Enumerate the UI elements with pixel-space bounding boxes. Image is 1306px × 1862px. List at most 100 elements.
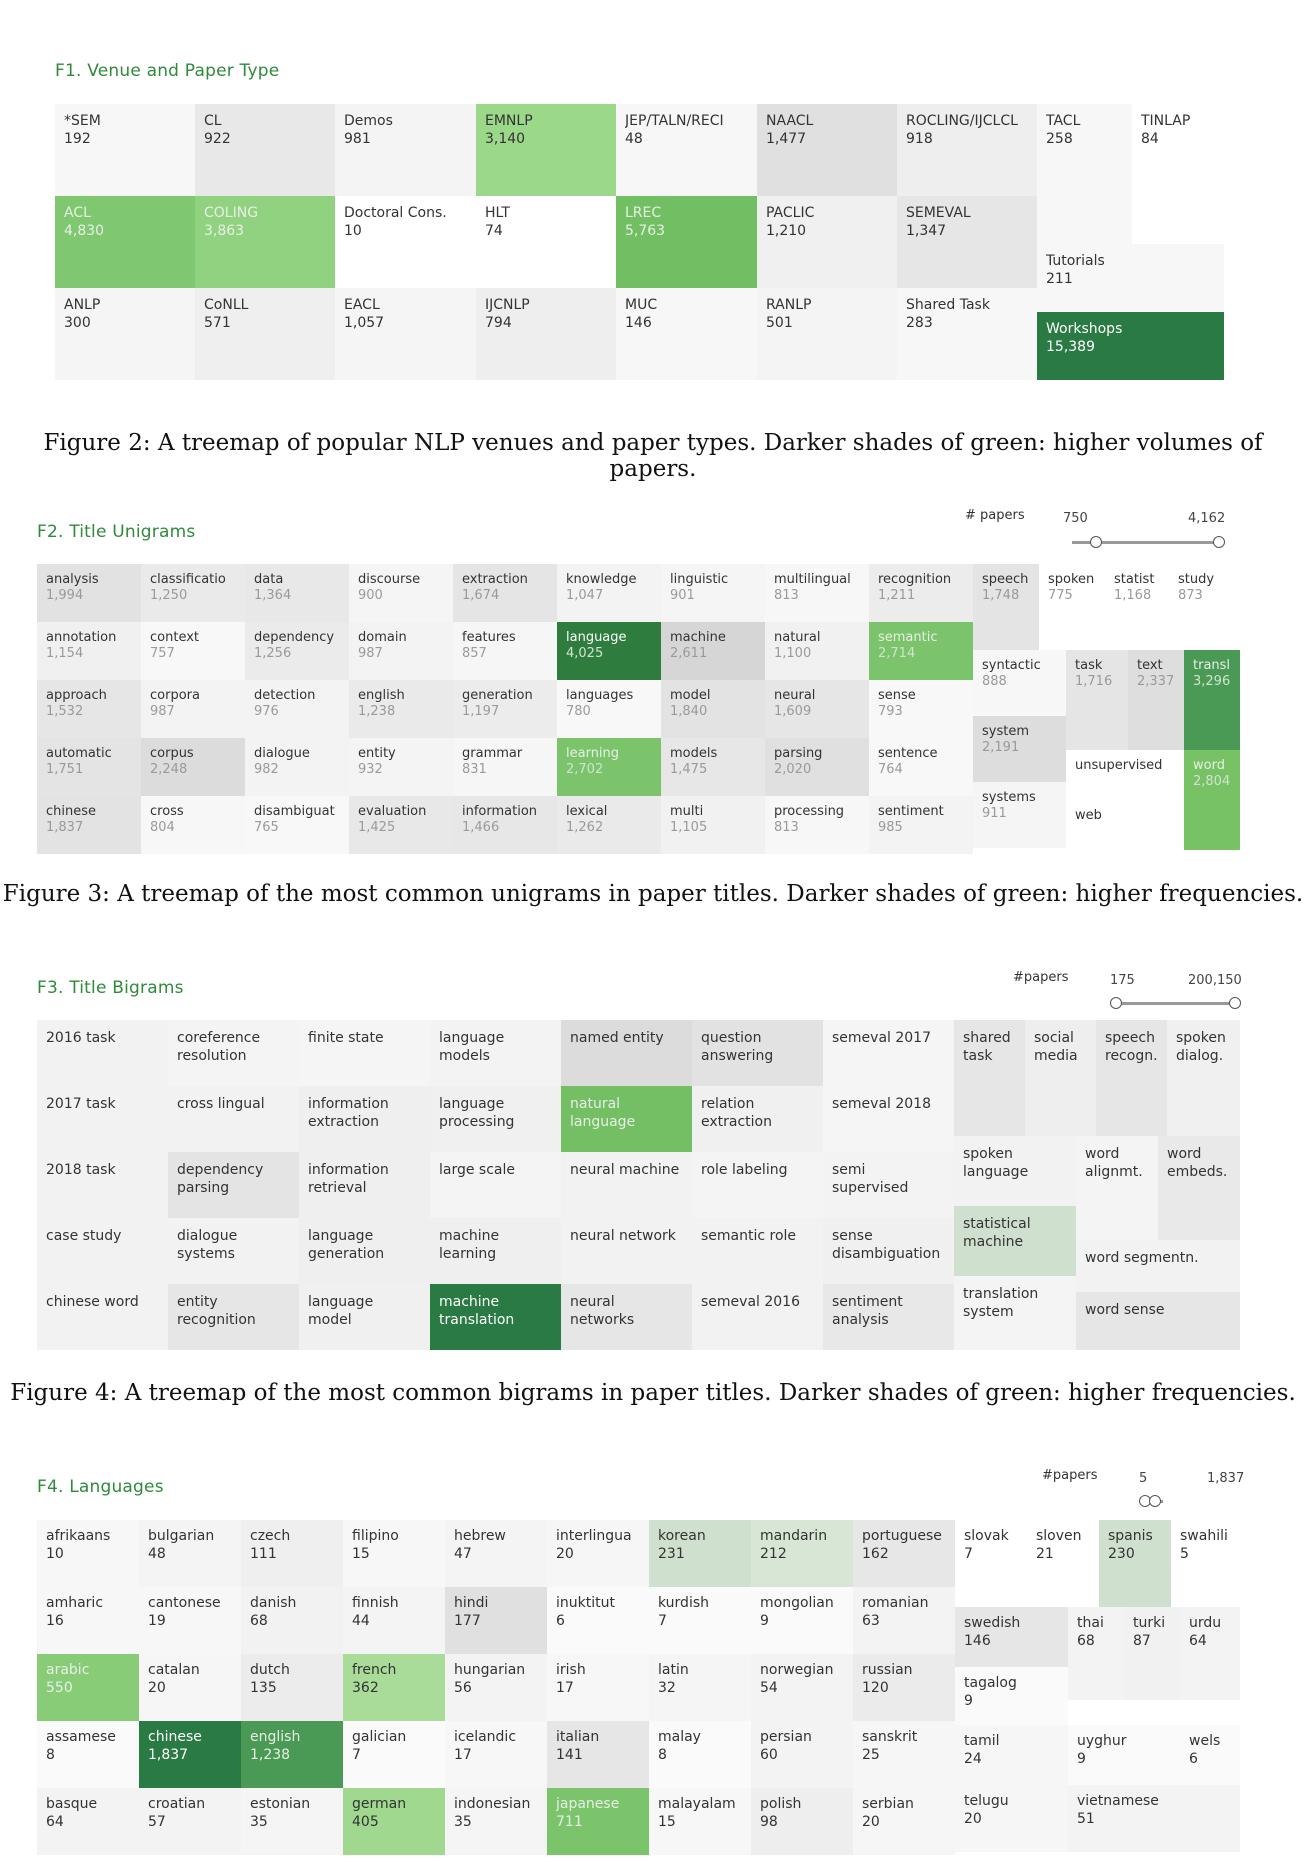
treemap-cell-spanis[interactable]: spanis 230 xyxy=(1099,1520,1171,1607)
treemap-cell-relation-extraction[interactable]: relation extraction xyxy=(692,1086,823,1152)
treemap-cell-spoken-dialog[interactable]: spoken dialog. xyxy=(1167,1020,1240,1136)
treemap-cell-semantic[interactable]: semantic 2,714 xyxy=(869,622,973,680)
treemap-cell-web[interactable]: web xyxy=(1066,800,1184,850)
treemap-cell-speech[interactable]: speech 1,748 xyxy=(973,564,1039,650)
treemap-cell-study[interactable]: study 873 xyxy=(1169,564,1240,650)
treemap-cell-extraction[interactable]: extraction 1,674 xyxy=(453,564,557,622)
treemap-cell-disambiguat[interactable]: disambiguat 765 xyxy=(245,796,349,854)
treemap-cell-danish[interactable]: danish 68 xyxy=(241,1587,343,1654)
treemap-cell-emnlp[interactable]: EMNLP 3,140 xyxy=(476,104,616,196)
treemap-cell-hebrew[interactable]: hebrew 47 xyxy=(445,1520,547,1587)
treemap-cell-approach[interactable]: approach 1,532 xyxy=(37,680,141,738)
treemap-cell-estonian[interactable]: estonian 35 xyxy=(241,1788,343,1855)
treemap-cell-latin[interactable]: latin 32 xyxy=(649,1654,751,1721)
treemap-cell-catalan[interactable]: catalan 20 xyxy=(139,1654,241,1721)
treemap-cell-neural-networks[interactable]: neural networks xyxy=(561,1284,692,1350)
treemap-cell-english[interactable]: english 1,238 xyxy=(241,1721,343,1788)
treemap-cell-machine-learning[interactable]: machine learning xyxy=(430,1218,561,1284)
treemap-cell-vietnamese[interactable]: vietnamese 51 xyxy=(1068,1785,1240,1852)
treemap-cell-swedish[interactable]: swedish 146 xyxy=(955,1607,1068,1667)
treemap-cell-malay[interactable]: malay 8 xyxy=(649,1721,751,1788)
treemap-cell-text[interactable]: text 2,337 xyxy=(1128,650,1184,750)
treemap-cell-statist[interactable]: statist 1,168 xyxy=(1105,564,1169,650)
treemap-cell-system[interactable]: system 2,191 xyxy=(973,716,1066,782)
treemap-cell-chinese[interactable]: chinese 1,837 xyxy=(37,796,141,854)
treemap-cell-social-media[interactable]: social media xyxy=(1025,1020,1096,1136)
treemap-cell-eacl[interactable]: EACL 1,057 xyxy=(335,288,476,380)
treemap-cell-2018-task[interactable]: 2018 task xyxy=(37,1152,168,1218)
treemap-cell-data[interactable]: data 1,364 xyxy=(245,564,349,622)
treemap-cell-language[interactable]: language 4,025 xyxy=(557,622,661,680)
treemap-cell-named-entity[interactable]: named entity xyxy=(561,1020,692,1086)
treemap-cell-sense[interactable]: sense 793 xyxy=(869,680,973,738)
treemap-cell-translation-system[interactable]: translation system xyxy=(954,1276,1076,1350)
treemap-cell-information-retrieval[interactable]: information retrieval xyxy=(299,1152,430,1218)
treemap-cell-indonesian[interactable]: indonesian 35 xyxy=(445,1788,547,1855)
treemap-cell-semeval-2018[interactable]: semeval 2018 xyxy=(823,1086,954,1152)
treemap-cell-model[interactable]: model 1,840 xyxy=(661,680,765,738)
treemap-cell-chinese[interactable]: chinese 1,837 xyxy=(139,1721,241,1788)
treemap-cell-tagalog[interactable]: tagalog 9 xyxy=(955,1667,1068,1725)
treemap-cell-statistical-machine[interactable]: statistical machine xyxy=(954,1206,1076,1276)
treemap-cell-polish[interactable]: polish 98 xyxy=(751,1788,853,1855)
treemap-cell-entity-recognition[interactable]: entity recognition xyxy=(168,1284,299,1350)
treemap-cell-finnish[interactable]: finnish 44 xyxy=(343,1587,445,1654)
treemap-cell-paclic[interactable]: PACLIC 1,210 xyxy=(757,196,897,288)
treemap-cell-dialogue-systems[interactable]: dialogue systems xyxy=(168,1218,299,1284)
treemap-cell-dutch[interactable]: dutch 135 xyxy=(241,1654,343,1721)
treemap-cell-russian[interactable]: russian 120 xyxy=(853,1654,955,1721)
treemap-cell-acl[interactable]: ACL 4,830 xyxy=(55,196,195,288)
treemap-cell-language-processing[interactable]: language processing xyxy=(430,1086,561,1152)
treemap-cell-automatic[interactable]: automatic 1,751 xyxy=(37,738,141,796)
treemap-cell-word-embeds[interactable]: word embeds. xyxy=(1158,1136,1240,1240)
treemap-cell-unsupervised[interactable]: unsupervised xyxy=(1066,750,1184,800)
treemap-cell-lexical[interactable]: lexical 1,262 xyxy=(557,796,661,854)
treemap-cell-grammar[interactable]: grammar 831 xyxy=(453,738,557,796)
treemap-cell-generation[interactable]: generation 1,197 xyxy=(453,680,557,738)
treemap-cell-tacl[interactable]: TACL 258 xyxy=(1037,104,1132,244)
treemap-cell-spoken[interactable]: spoken 775 xyxy=(1039,564,1105,650)
f3-legend-max-handle[interactable] xyxy=(1229,997,1241,1009)
treemap-cell-word-segmentn[interactable]: word segmentn. xyxy=(1076,1240,1240,1292)
treemap-cell-french[interactable]: french 362 xyxy=(343,1654,445,1721)
treemap-cell-hlt[interactable]: HLT 74 xyxy=(476,196,616,288)
treemap-cell-coling[interactable]: COLING 3,863 xyxy=(195,196,335,288)
treemap-cell-interlingua[interactable]: interlingua 20 xyxy=(547,1520,649,1587)
treemap-cell-discourse[interactable]: discourse 900 xyxy=(349,564,453,622)
treemap-cell-hungarian[interactable]: hungarian 56 xyxy=(445,1654,547,1721)
treemap-cell-neural-network[interactable]: neural network xyxy=(561,1218,692,1284)
treemap-cell-processing[interactable]: processing 813 xyxy=(765,796,869,854)
treemap-cell-large-scale[interactable]: large scale xyxy=(430,1152,561,1218)
treemap-cell-analysis[interactable]: analysis 1,994 xyxy=(37,564,141,622)
treemap-cell-machine-translation[interactable]: machine translation xyxy=(430,1284,561,1350)
treemap-cell-information-extraction[interactable]: information extraction xyxy=(299,1086,430,1152)
treemap-cell-japanese[interactable]: japanese 711 xyxy=(547,1788,649,1855)
treemap-cell-wels[interactable]: wels 6 xyxy=(1180,1725,1240,1785)
f4-legend-max-handle[interactable] xyxy=(1149,1495,1161,1507)
treemap-cell-cl[interactable]: CL 922 xyxy=(195,104,335,196)
treemap-cell-dialogue[interactable]: dialogue 982 xyxy=(245,738,349,796)
treemap-cell-kurdish[interactable]: kurdish 7 xyxy=(649,1587,751,1654)
treemap-cell-sanskrit[interactable]: sanskrit 25 xyxy=(853,1721,955,1788)
treemap-cell-sentiment[interactable]: sentiment 985 xyxy=(869,796,973,854)
treemap-cell-thai[interactable]: thai 68 xyxy=(1068,1607,1124,1700)
treemap-cell-linguistic[interactable]: linguistic 901 xyxy=(661,564,765,622)
treemap-cell-urdu[interactable]: urdu 64 xyxy=(1180,1607,1240,1700)
treemap-cell-word[interactable]: word 2,804 xyxy=(1184,750,1240,850)
treemap-cell-neural-machine[interactable]: neural machine xyxy=(561,1152,692,1218)
treemap-cell-malayalam[interactable]: malayalam 15 xyxy=(649,1788,751,1855)
treemap-cell-natural-language[interactable]: natural language xyxy=(561,1086,692,1152)
treemap-cell-conll[interactable]: CoNLL 571 xyxy=(195,288,335,380)
treemap-cell-knowledge[interactable]: knowledge 1,047 xyxy=(557,564,661,622)
treemap-cell-demos[interactable]: Demos 981 xyxy=(335,104,476,196)
treemap-cell-multi[interactable]: multi 1,105 xyxy=(661,796,765,854)
treemap-cell-arabic[interactable]: arabic 550 xyxy=(37,1654,139,1721)
treemap-cell-icelandic[interactable]: icelandic 17 xyxy=(445,1721,547,1788)
treemap-cell-syntactic[interactable]: syntactic 888 xyxy=(973,650,1066,716)
treemap-cell-english[interactable]: english 1,238 xyxy=(349,680,453,738)
f2-legend-slider-track[interactable] xyxy=(1072,541,1222,544)
treemap-cell-word-sense[interactable]: word sense xyxy=(1076,1292,1240,1350)
treemap-cell-tutorials[interactable]: Tutorials 211 xyxy=(1037,244,1224,312)
treemap-cell-turki[interactable]: turki 87 xyxy=(1124,1607,1180,1700)
treemap-cell-semeval[interactable]: SEMEVAL 1,347 xyxy=(897,196,1037,288)
